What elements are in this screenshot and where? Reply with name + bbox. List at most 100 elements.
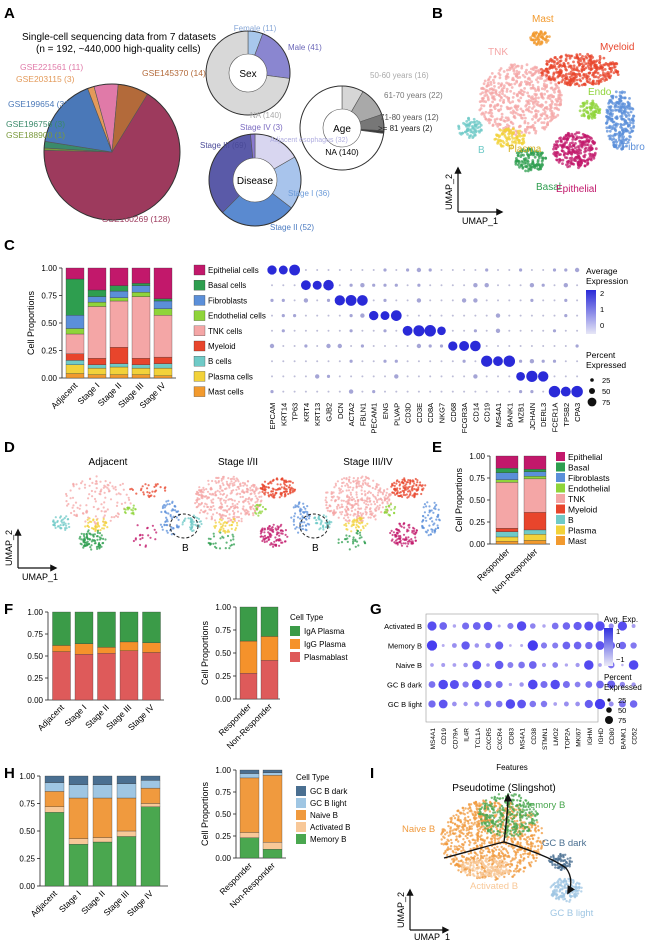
c-expr-legend-tick: 2 [600,289,604,298]
umap-point-tnk [533,65,537,69]
c-bar-segment [65,328,85,335]
d-umap-point [103,491,106,494]
d-umap-point [338,487,341,490]
umap-point-tnk [486,81,490,85]
d-umap-point [88,537,91,541]
h-right-bar-segment [239,777,260,833]
c-dot [338,360,341,363]
c-dot [395,329,398,332]
d-umap-point [161,506,164,510]
umap-point-plasma [505,143,509,147]
d-umap-point [170,526,173,529]
d-umap-point [104,524,107,527]
d-umap-point [370,512,373,516]
d-umap-point [90,544,93,547]
umap-point-tnk [486,119,490,122]
d-umap-point [203,505,206,508]
umap-point-tnk [554,87,558,90]
c-dot [304,329,307,332]
c-dot [413,325,425,337]
d-umap-point [155,484,158,487]
d-umap-point [211,479,214,483]
umap-point-plasma [498,138,502,142]
g-dot [596,680,604,689]
umap-point-basal [524,169,527,173]
i-title: Pseudotime (Slingshot) [452,783,555,794]
umap-point-fibro [620,114,624,118]
umap-point-tnk [543,92,546,96]
g-x-label: Features [496,763,528,772]
umap-point-epithelial [575,131,579,135]
i-point-naive-b [515,866,519,870]
f-bar-segment [97,647,116,654]
i-point-naive-b [522,870,525,873]
c-dot [293,360,296,363]
d-umap-point [388,504,391,507]
d-umap-point [168,503,171,506]
d-umap-point [103,514,106,517]
d-umap-point [108,489,111,493]
f-bar-segment [142,642,161,653]
umap-point-basal [538,156,541,160]
umap-point-basal [526,162,530,166]
umap-point-tnk [557,89,561,93]
d-umap-point [333,486,336,489]
d-umap-point [237,519,240,522]
d-umap-point [285,484,288,488]
umap-point-basal [538,163,542,167]
d-umap-point [165,529,168,532]
d-umap-point [96,531,99,535]
d-umap-point [221,517,224,520]
d-umap-point [62,523,65,526]
d-umap-point [408,540,411,543]
d-umap-point [346,484,349,487]
umap-point-tnk [491,100,494,104]
d-umap-point [346,502,349,505]
d-umap-point [358,531,362,534]
d-umap-point [318,518,321,521]
d-umap-point [423,511,426,514]
d-umap-point [297,531,300,534]
d-umap-point [237,487,241,490]
h-bar-segment [92,775,113,785]
umap-point-tnk [542,121,546,125]
d-umap-point [93,497,97,501]
umap-point-epithelial [566,131,570,135]
umap-point-myeloid [545,59,549,63]
d-umap-point [136,524,139,527]
d-umap-point [189,521,192,524]
umap-point-myeloid [573,76,577,79]
c-gene-label: CD3D [404,402,413,423]
umap-point-epithelial [574,146,577,150]
d-umap-point [343,514,347,517]
d-umap-point [233,518,236,521]
d-umap-point [88,517,91,520]
umap-point-b [478,125,481,129]
d-umap-point [175,516,178,519]
c-dot [304,269,307,271]
d-umap-point [360,492,363,496]
f-legend-label: Plasmablast [304,653,348,662]
d-umap-point [94,539,97,543]
g-dot [426,640,438,651]
umap-point-plasma [501,129,505,133]
umap-point-endo [582,112,586,116]
d-umap-point [417,486,420,489]
umap-point-fibro [618,133,622,137]
d-umap-point [376,501,379,504]
d-umap-point [414,533,417,536]
d-umap-point [230,543,233,547]
d-umap-point [422,487,425,490]
c-bar-segment [131,283,151,286]
i-point-naive-b [457,860,460,863]
umap-point-tnk [488,121,491,125]
d-umap-point [216,476,219,480]
d-umap-point [346,500,349,503]
umap-point-fibro [608,129,612,133]
umap-point-tnk [539,117,542,120]
d-umap-point [102,486,105,489]
umap-point-tnk [524,130,528,134]
d-umap-point [357,544,360,547]
umap-point-mast [535,31,538,35]
